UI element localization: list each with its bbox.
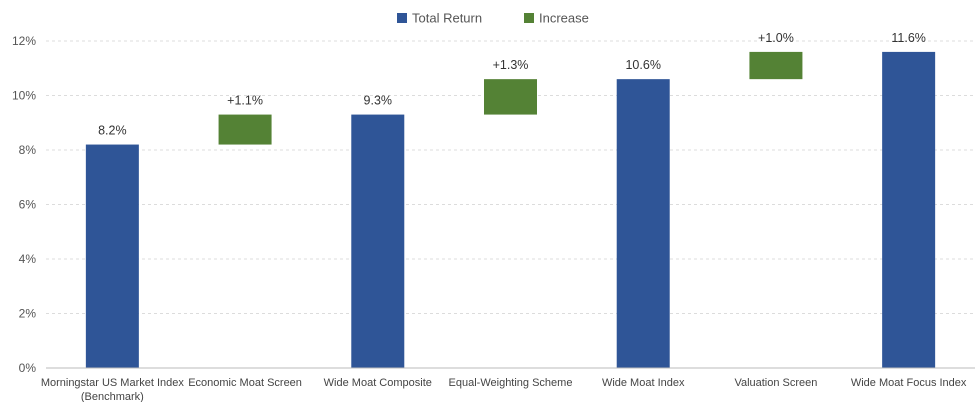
y-tick-label: 6% (19, 198, 37, 212)
legend-item: Increase (524, 11, 589, 26)
y-tick-label: 2% (19, 307, 37, 321)
x-axis-labels: Morningstar US Market Index (Benchmark)Ec… (41, 377, 967, 402)
x-category-label: Economic Moat Screen (188, 377, 302, 389)
x-category-label: Wide Moat Focus Index (851, 377, 967, 389)
y-tick-label: 10% (12, 89, 36, 103)
data-label: +1.3% (493, 58, 529, 72)
y-tick-label: 4% (19, 252, 37, 266)
x-category-label: Wide Moat Index (602, 377, 685, 389)
x-category-label: Valuation Screen (734, 377, 817, 389)
data-label: +1.1% (227, 94, 263, 108)
legend-label: Increase (539, 11, 589, 26)
data-labels: 8.2% 9.3% 10.6% 11.6% +1.1% +1.3% +1.0% (98, 31, 926, 138)
legend-swatch (524, 13, 534, 23)
data-label: 8.2% (98, 124, 127, 138)
increase-bar (218, 114, 272, 145)
data-label: +1.0% (758, 31, 794, 45)
increase-bar (484, 79, 537, 115)
data-label: 10.6% (625, 58, 660, 72)
legend-swatch (397, 13, 407, 23)
total-return-bar (85, 144, 139, 368)
legend-label: Total Return (412, 11, 482, 26)
data-label: 11.6% (891, 31, 926, 45)
bars (85, 51, 936, 369)
y-axis-ticks: 0% 2% 4% 6% 8% 10% 12% (12, 34, 36, 375)
grid-lines (46, 40, 975, 314)
total-return-bar (351, 114, 405, 368)
x-category-label: Equal-Weighting Scheme (449, 377, 573, 389)
legend-item: Total Return (397, 11, 482, 26)
y-tick-label: 0% (19, 361, 37, 375)
legend: Total Return Increase (397, 11, 589, 26)
total-return-bar (616, 79, 670, 369)
y-tick-label: 12% (12, 34, 36, 48)
increase-bar (749, 51, 803, 80)
x-category-label: Morningstar US Market Index (Benchmark) (41, 377, 185, 402)
data-label: 9.3% (364, 94, 393, 108)
x-category-label: Wide Moat Composite (324, 377, 432, 389)
y-tick-label: 8% (19, 143, 37, 157)
total-return-bar (882, 51, 936, 369)
